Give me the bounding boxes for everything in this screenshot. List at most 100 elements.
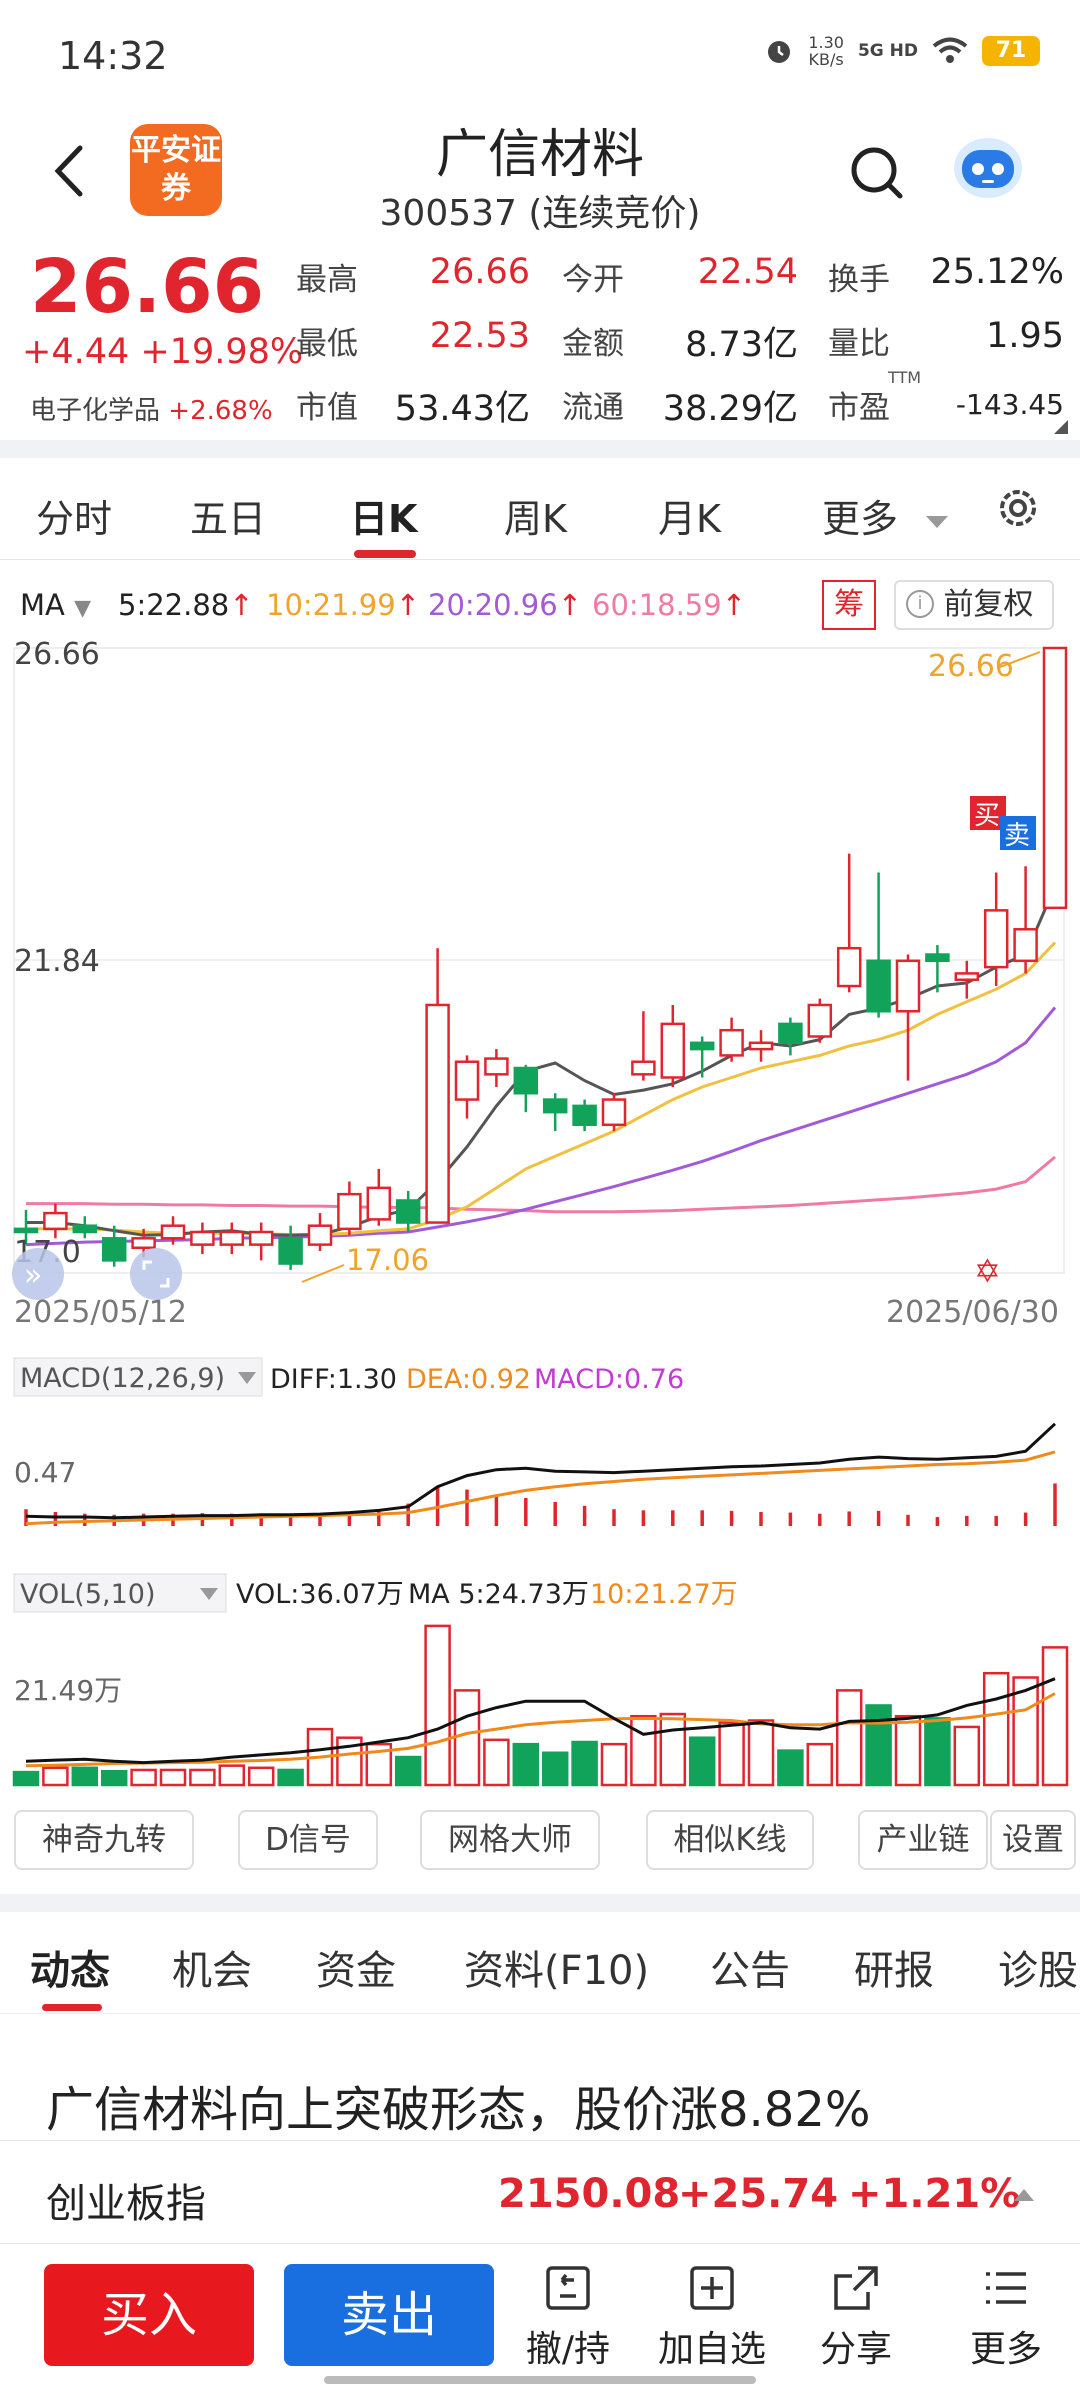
tool-similar-kline[interactable]: 相似K线 [646, 1810, 814, 1870]
add-favorite-button[interactable]: 加自选 [652, 2262, 772, 2372]
share-button[interactable]: 分享 [796, 2262, 916, 2372]
macd-diff: DIFF:1.30 [270, 1364, 397, 1395]
tool-settings[interactable]: 设置 [990, 1810, 1076, 1870]
volume-bar [424, 1624, 451, 1787]
share-icon [834, 2266, 878, 2310]
volume-bar [630, 1714, 657, 1787]
add-favorite-label: 加自选 [657, 2329, 766, 2370]
tab-more-label: 更多 [822, 497, 899, 541]
tab-opportunity[interactable]: 机会 [172, 1948, 252, 1994]
expand-left-button[interactable] [12, 1248, 64, 1300]
quote-field-value: 1.95 [986, 316, 1064, 356]
tool-magic-nine[interactable]: 神奇九转 [14, 1810, 194, 1870]
candle-body [278, 1237, 303, 1265]
macd-selector[interactable] [13, 1357, 263, 1397]
ma-label: MA [20, 588, 65, 622]
volume-bar [247, 1766, 275, 1787]
tab-diagnosis[interactable]: 诊股 [998, 1948, 1078, 1994]
assistant-robot-button[interactable] [948, 126, 1028, 206]
volume-bar [865, 1704, 892, 1787]
kline-chart[interactable]: 26.66 21.84 17.0 17.06 26.66 买 卖 ✡ » 202… [0, 640, 1080, 1330]
battery-icon: 71 [982, 36, 1040, 66]
back-arrow-icon [54, 145, 83, 197]
tab-more[interactable]: 更多 [822, 488, 950, 543]
ma-legend: MA ▼ 5:22.88↑ 10:21.99↑ 20:20.96↑ 60:18.… [0, 578, 1080, 638]
tab-news[interactable]: 动态 [30, 1948, 110, 1994]
vol-dropdown-icon [200, 1588, 218, 1600]
quote-field-label: 今开 [562, 262, 624, 298]
chart-settings-button[interactable] [994, 484, 1042, 536]
home-indicator [324, 2376, 756, 2384]
candle-body [542, 1098, 568, 1114]
volume-bar [718, 1721, 745, 1787]
chip-distribution-button[interactable]: 筹 [822, 580, 876, 630]
macd-chart[interactable]: MACD(12,26,9) DIFF:1.30 DEA:0.92 MACD:0.… [0, 1350, 1080, 1565]
volume-bar [483, 1738, 510, 1787]
candle-body [219, 1230, 245, 1246]
more-button[interactable]: 更多 [946, 2262, 1066, 2372]
fullscreen-button[interactable] [130, 1248, 182, 1300]
candle-body [307, 1224, 333, 1246]
tab-monthly-k[interactable]: 月K [658, 497, 721, 541]
index-ticker[interactable]: 创业板指 2150.08 +25.74 +1.21% [0, 2140, 1080, 2244]
volume-bar [130, 1768, 157, 1787]
more-label: 更多 [969, 2329, 1042, 2370]
back-button[interactable] [40, 136, 100, 206]
sell-marker[interactable] [1000, 816, 1036, 850]
adjust-mode-button[interactable]: i 前复权 [894, 580, 1054, 630]
volume-ma-lines [25, 1677, 1056, 1768]
gear-icon [1000, 490, 1036, 526]
candle-body [778, 1022, 803, 1045]
tab-five-day[interactable]: 五日 [190, 497, 267, 541]
macd-value: MACD:0.76 [534, 1364, 684, 1395]
search-button[interactable] [842, 138, 912, 208]
quote-field-value: 53.43亿 [394, 389, 530, 429]
net-speed-unit: KB/s [808, 50, 844, 69]
vol-ma10: 10:21.27万 [590, 1579, 738, 1610]
quote-field-value: 26.66 [429, 252, 530, 292]
candle-body [748, 1041, 774, 1051]
tool-industry-chain[interactable]: 产业链 [858, 1810, 988, 1870]
withdraw-hold-button[interactable]: 撤/持 [508, 2262, 628, 2372]
ma10-text: 10:21.99 [266, 588, 396, 622]
vol-value: VOL:36.07万 [236, 1579, 404, 1610]
alarm-icon [768, 41, 791, 63]
buy-button[interactable]: 买入 [44, 2264, 254, 2366]
candle-body [160, 1224, 186, 1240]
vol-selector[interactable] [13, 1573, 227, 1613]
news-headline[interactable]: 广信材料向上突破形态，股价涨8.82% [46, 2082, 871, 2138]
vol-ma5-line [25, 1677, 1056, 1765]
macd-axis-label: 0.47 [14, 1456, 76, 1489]
sell-button[interactable]: 卖出 [284, 2264, 494, 2366]
candle-body [866, 959, 891, 1013]
volume-bar [835, 1689, 863, 1787]
tool-grid-master[interactable]: 网格大师 [420, 1810, 600, 1870]
tab-intraday[interactable]: 分时 [36, 497, 113, 541]
candle-body [190, 1230, 215, 1246]
tab-f10[interactable]: 资料(F10) [464, 1948, 650, 1994]
status-icons: 1.30 KB/s 5G HD 71 [764, 34, 1040, 68]
wifi-icon [932, 37, 968, 63]
tab-research[interactable]: 研报 [854, 1948, 934, 1994]
kline-low-value: 17.06 [346, 1243, 429, 1277]
tab-announcement[interactable]: 公告 [710, 1948, 790, 1994]
tab-daily-k[interactable]: 日K [350, 497, 418, 541]
index-name: 创业板指 [46, 2181, 206, 2227]
volume-bar [100, 1769, 128, 1787]
ma5-line [26, 885, 1057, 1237]
volume-bar [924, 1717, 951, 1787]
tab-weekly-k[interactable]: 周K [504, 497, 567, 541]
start-date: 2025/05/12 [14, 1295, 187, 1330]
quote-field-label: 最低 [296, 326, 358, 362]
candle-body [807, 1003, 833, 1038]
ma-selector[interactable]: MA ▼ [20, 588, 91, 622]
candle-body [572, 1104, 597, 1127]
tool-d-signal[interactable]: D信号 [238, 1810, 378, 1870]
candle-body [101, 1237, 127, 1262]
broker-logo[interactable]: 平安证券 [130, 124, 222, 216]
sector-info[interactable]: 电子化学品 +2.68% [30, 390, 273, 427]
volume-bar [12, 1770, 40, 1787]
tab-capital[interactable]: 资金 [316, 1948, 396, 1994]
volume-chart[interactable]: VOL(5,10) VOL:36.07万 MA 5:24.73万 10:21.2… [0, 1570, 1080, 1790]
section-divider [0, 440, 1080, 458]
